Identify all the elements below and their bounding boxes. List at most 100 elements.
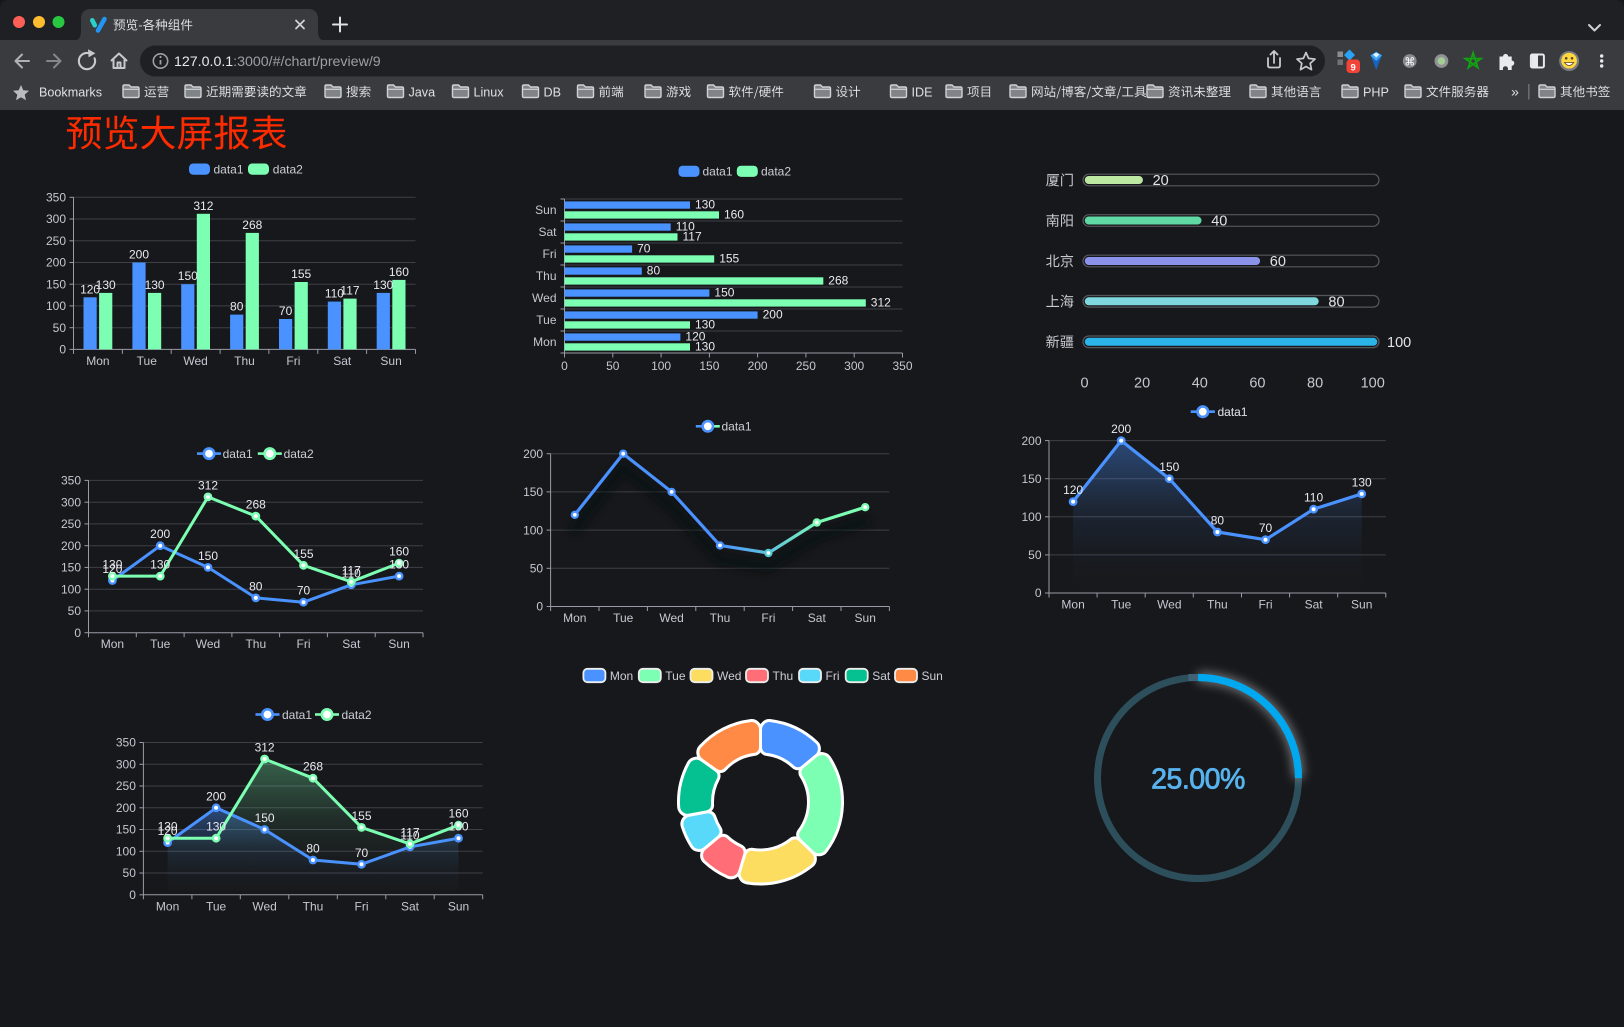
- svg-text:150: 150: [116, 823, 136, 837]
- svg-text:Linux: Linux: [474, 85, 505, 99]
- svg-text:130: 130: [96, 278, 116, 292]
- svg-text:IDE: IDE: [912, 85, 933, 99]
- svg-text:250: 250: [61, 517, 81, 531]
- svg-text:Fri: Fri: [297, 637, 311, 651]
- svg-text:120: 120: [102, 562, 122, 576]
- svg-text:130: 130: [102, 558, 122, 572]
- svg-text:70: 70: [297, 584, 311, 598]
- svg-text:200: 200: [129, 248, 149, 262]
- svg-text:data1: data1: [214, 162, 244, 176]
- svg-text:Mon: Mon: [563, 611, 586, 625]
- svg-text:117: 117: [683, 230, 702, 244]
- svg-text:117: 117: [340, 284, 359, 298]
- svg-text:Tue: Tue: [137, 354, 158, 368]
- svg-text:data2: data2: [284, 447, 314, 461]
- svg-text:155: 155: [719, 252, 739, 266]
- svg-text:150: 150: [178, 269, 198, 283]
- svg-text:data2: data2: [761, 165, 791, 179]
- svg-text:130: 130: [206, 820, 226, 834]
- svg-text:Tue: Tue: [1111, 598, 1132, 612]
- svg-text:Sun: Sun: [535, 203, 556, 217]
- svg-text:268: 268: [303, 760, 323, 774]
- svg-text:data1: data1: [1218, 405, 1248, 419]
- svg-text:150: 150: [523, 485, 543, 499]
- svg-text:268: 268: [246, 498, 266, 512]
- svg-text:Sat: Sat: [333, 354, 352, 368]
- svg-text:100: 100: [1387, 335, 1411, 351]
- svg-text:120: 120: [685, 330, 705, 344]
- svg-text:Fri: Fri: [1259, 598, 1273, 612]
- svg-text:130: 130: [389, 558, 409, 572]
- svg-text:PHP: PHP: [1363, 85, 1389, 99]
- svg-text:130: 130: [448, 820, 468, 834]
- svg-text:Sun: Sun: [855, 611, 876, 625]
- svg-text:200: 200: [523, 447, 543, 461]
- svg-text:80: 80: [1307, 376, 1323, 392]
- svg-text:70: 70: [279, 304, 293, 318]
- svg-text:300: 300: [844, 359, 864, 373]
- svg-text:Tue: Tue: [206, 899, 227, 913]
- svg-text:Sun: Sun: [388, 637, 409, 651]
- svg-text:110: 110: [676, 220, 695, 234]
- svg-text:80: 80: [230, 300, 244, 314]
- svg-text:60: 60: [1270, 254, 1286, 270]
- svg-text:Mon: Mon: [156, 899, 179, 913]
- svg-text:20: 20: [1153, 173, 1169, 189]
- svg-text:40: 40: [1192, 376, 1208, 392]
- svg-text:DB: DB: [544, 85, 562, 99]
- svg-text:⌘: ⌘: [1404, 56, 1415, 68]
- svg-text:120: 120: [80, 282, 100, 296]
- svg-text:Sat: Sat: [538, 225, 557, 239]
- svg-text:»: »: [1511, 84, 1519, 100]
- svg-text:120: 120: [1063, 483, 1083, 497]
- svg-text:50: 50: [68, 604, 82, 618]
- svg-text:Sat: Sat: [342, 637, 361, 651]
- svg-text:110: 110: [342, 566, 361, 580]
- svg-text:Sat: Sat: [1305, 598, 1324, 612]
- svg-text:50: 50: [123, 866, 137, 880]
- svg-text:Java: Java: [409, 85, 436, 99]
- svg-text:200: 200: [206, 789, 226, 803]
- svg-text:350: 350: [892, 359, 912, 373]
- svg-text:25.00%: 25.00%: [1151, 764, 1245, 796]
- svg-text:150: 150: [699, 359, 719, 373]
- svg-text:130: 130: [145, 278, 165, 292]
- svg-text:200: 200: [748, 359, 768, 373]
- svg-text:100: 100: [116, 845, 136, 859]
- svg-text:Sun: Sun: [1351, 598, 1372, 612]
- svg-text:155: 155: [293, 547, 313, 561]
- svg-text:200: 200: [61, 539, 81, 553]
- svg-text:150: 150: [198, 549, 218, 563]
- svg-text:Tue: Tue: [536, 313, 557, 327]
- svg-text:Thu: Thu: [303, 899, 324, 913]
- svg-text:Mon: Mon: [533, 335, 556, 349]
- svg-text:Fri: Fri: [286, 354, 300, 368]
- svg-text:Thu: Thu: [245, 637, 266, 651]
- svg-text:Fri: Fri: [761, 611, 775, 625]
- svg-text:Wed: Wed: [1157, 598, 1181, 612]
- svg-text:Mon: Mon: [101, 637, 124, 651]
- svg-text:130: 130: [1352, 475, 1372, 489]
- svg-text:200: 200: [46, 256, 66, 270]
- svg-text:312: 312: [193, 199, 213, 213]
- svg-text:117: 117: [342, 563, 361, 577]
- svg-text:150: 150: [255, 811, 275, 825]
- svg-text:Tue: Tue: [150, 637, 171, 651]
- svg-text:200: 200: [150, 527, 170, 541]
- svg-text:80: 80: [306, 842, 320, 856]
- svg-text:250: 250: [116, 779, 136, 793]
- svg-text:Sun: Sun: [448, 899, 469, 913]
- svg-text:Thu: Thu: [773, 669, 794, 683]
- svg-text:120: 120: [158, 824, 178, 838]
- svg-text:80: 80: [249, 579, 263, 593]
- svg-text:0: 0: [1035, 586, 1042, 600]
- svg-text:Fri: Fri: [355, 899, 369, 913]
- svg-text:Bookmarks: Bookmarks: [39, 85, 102, 99]
- svg-text:117: 117: [400, 825, 419, 839]
- svg-text:Fri: Fri: [543, 247, 557, 261]
- svg-text:60: 60: [1249, 376, 1265, 392]
- svg-text:Wed: Wed: [659, 611, 683, 625]
- svg-text:70: 70: [1259, 521, 1273, 535]
- svg-text:70: 70: [355, 846, 369, 860]
- svg-text:200: 200: [1021, 434, 1041, 448]
